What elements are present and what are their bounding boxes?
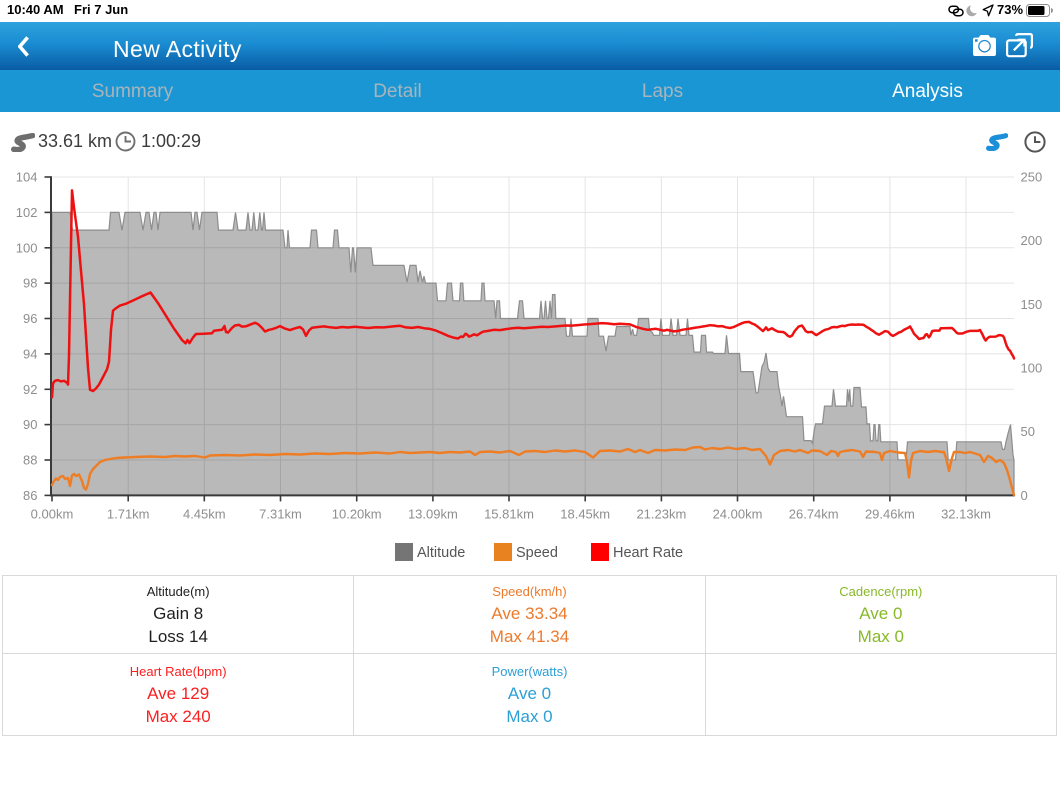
svg-text:104: 104 <box>16 170 38 185</box>
svg-text:200: 200 <box>1021 233 1043 248</box>
svg-text:150: 150 <box>1021 297 1043 312</box>
svg-text:98: 98 <box>23 276 37 291</box>
svg-text:1.71km: 1.71km <box>107 507 150 522</box>
svg-text:94: 94 <box>23 346 37 361</box>
svg-text:250: 250 <box>1021 170 1043 185</box>
svg-text:32.13km: 32.13km <box>941 507 991 522</box>
svg-text:100: 100 <box>1021 361 1043 376</box>
svg-text:88: 88 <box>23 453 37 468</box>
svg-text:86: 86 <box>23 488 37 503</box>
svg-text:21.23km: 21.23km <box>636 507 686 522</box>
svg-text:29.46km: 29.46km <box>865 507 915 522</box>
svg-text:15.81km: 15.81km <box>484 507 534 522</box>
svg-text:0.00km: 0.00km <box>31 507 74 522</box>
svg-text:4.45km: 4.45km <box>183 507 226 522</box>
svg-text:92: 92 <box>23 382 37 397</box>
svg-text:10.20km: 10.20km <box>332 507 382 522</box>
svg-text:90: 90 <box>23 417 37 432</box>
svg-text:50: 50 <box>1021 424 1035 439</box>
svg-text:7.31km: 7.31km <box>259 507 302 522</box>
svg-text:0: 0 <box>1021 488 1028 503</box>
svg-text:96: 96 <box>23 311 37 326</box>
svg-text:26.74km: 26.74km <box>789 507 839 522</box>
svg-text:18.45km: 18.45km <box>560 507 610 522</box>
svg-text:102: 102 <box>16 205 38 220</box>
svg-text:100: 100 <box>16 240 38 255</box>
svg-text:24.00km: 24.00km <box>713 507 763 522</box>
svg-text:13.09km: 13.09km <box>408 507 458 522</box>
